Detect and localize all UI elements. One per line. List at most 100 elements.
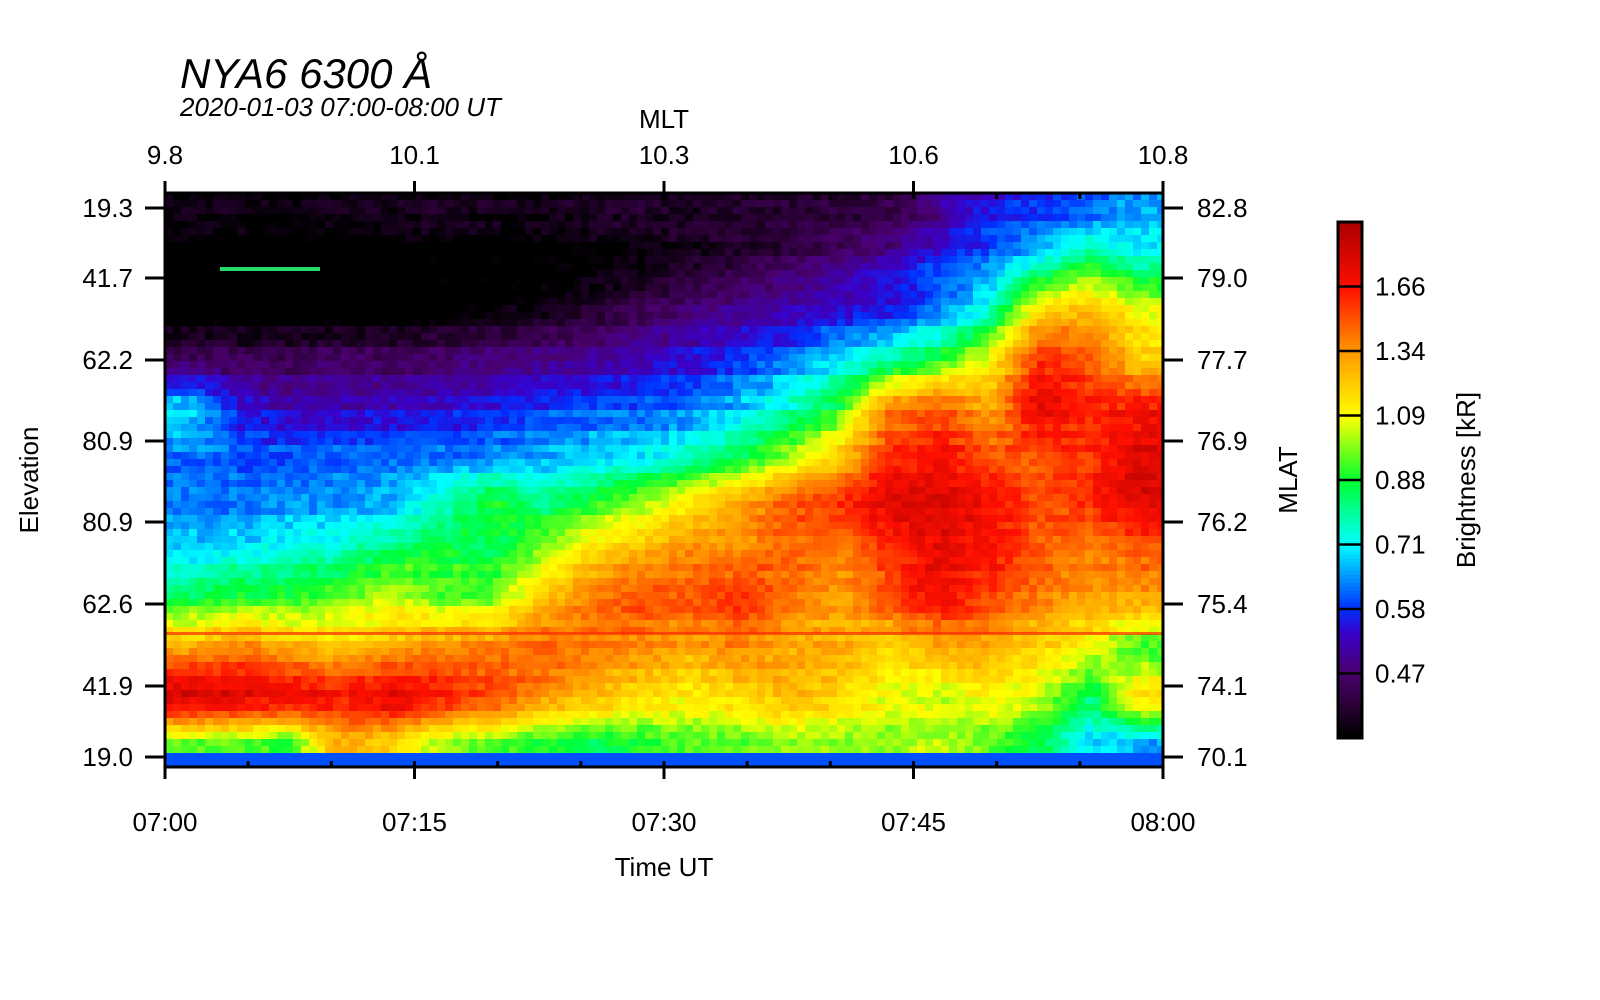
heatmap-cell xyxy=(805,319,814,327)
heatmap-cell xyxy=(821,319,830,327)
heatmap-cell xyxy=(605,214,614,222)
heatmap-cell xyxy=(1029,389,1038,397)
heatmap-cell xyxy=(525,235,534,243)
heatmap-cell xyxy=(453,193,462,201)
heatmap-cell xyxy=(549,235,558,243)
heatmap-cell xyxy=(1093,298,1102,306)
heatmap-cell xyxy=(261,291,270,299)
heatmap-cell xyxy=(573,403,582,411)
heatmap-cell xyxy=(797,340,806,348)
heatmap-cell xyxy=(605,263,614,271)
heatmap-cell xyxy=(565,277,574,285)
heatmap-cell xyxy=(389,333,398,341)
heatmap-cell xyxy=(533,396,542,404)
heatmap-cell xyxy=(205,242,214,250)
heatmap-cell xyxy=(613,438,622,446)
heatmap-cell xyxy=(925,368,934,376)
heatmap-cell xyxy=(541,207,550,215)
heatmap-cell xyxy=(365,452,374,460)
heatmap-cell xyxy=(189,256,198,264)
heatmap-cell xyxy=(645,382,654,390)
heatmap-cell xyxy=(237,466,246,474)
heatmap-cell xyxy=(317,249,326,257)
heatmap-cell xyxy=(925,389,934,397)
heatmap-cell xyxy=(661,347,670,355)
heatmap-cell xyxy=(189,319,198,327)
heatmap-cell xyxy=(1117,242,1126,250)
heatmap-cell xyxy=(581,291,590,299)
heatmap-cell xyxy=(1077,214,1086,222)
heatmap-cell xyxy=(477,228,486,236)
heatmap-cell xyxy=(877,438,886,446)
heatmap-cell xyxy=(1077,256,1086,264)
heatmap-cell xyxy=(181,438,190,446)
heatmap-cell xyxy=(1157,207,1164,215)
heatmap-cell xyxy=(1045,207,1054,215)
heatmap-cell xyxy=(517,466,526,474)
heatmap-cell xyxy=(989,277,998,285)
heatmap-cell xyxy=(549,424,558,432)
heatmap-cell xyxy=(469,375,478,383)
heatmap-cell xyxy=(965,417,974,425)
heatmap-cell xyxy=(1061,452,1070,460)
heatmap-cell xyxy=(229,375,238,383)
heatmap-cell xyxy=(885,361,894,369)
heatmap-cell xyxy=(821,354,830,362)
heatmap-cell xyxy=(773,291,782,299)
heatmap-cell xyxy=(173,235,182,243)
heatmap-cell xyxy=(605,368,614,376)
heatmap-cell xyxy=(1109,333,1118,341)
heatmap-cell xyxy=(613,221,622,229)
heatmap-cell xyxy=(861,214,870,222)
heatmap-cell xyxy=(173,424,182,432)
heatmap-cell xyxy=(885,417,894,425)
heatmap-cell xyxy=(581,228,590,236)
heatmap-cell xyxy=(253,235,262,243)
heatmap-cell xyxy=(525,214,534,222)
heatmap-cell xyxy=(197,263,206,271)
heatmap-cell xyxy=(957,263,966,271)
heatmap-cell xyxy=(717,242,726,250)
heatmap-cell xyxy=(1141,410,1150,418)
heatmap-cell xyxy=(237,375,246,383)
heatmap-cell xyxy=(925,354,934,362)
heatmap-cell xyxy=(317,277,326,285)
heatmap-cell xyxy=(669,424,678,432)
heatmap-cell xyxy=(1141,193,1150,201)
heatmap-cell xyxy=(789,354,798,362)
heatmap-cell xyxy=(573,466,582,474)
heatmap-cell xyxy=(661,375,670,383)
heatmap-cell xyxy=(845,242,854,250)
heatmap-cell xyxy=(445,284,454,292)
heatmap-cell xyxy=(885,214,894,222)
heatmap-cell xyxy=(1005,417,1014,425)
heatmap-cell xyxy=(917,242,926,250)
heatmap-cell xyxy=(1045,242,1054,250)
heatmap-cell xyxy=(325,256,334,264)
heatmap-cell xyxy=(485,235,494,243)
heatmap-cell xyxy=(1085,270,1094,278)
heatmap-cell xyxy=(869,403,878,411)
heatmap-cell xyxy=(717,221,726,229)
heatmap-cell xyxy=(453,403,462,411)
heatmap-cell xyxy=(949,298,958,306)
heatmap-cell xyxy=(533,438,542,446)
heatmap-cell xyxy=(781,256,790,264)
heatmap-cell xyxy=(741,263,750,271)
heatmap-cell xyxy=(277,319,286,327)
heatmap-cell xyxy=(957,361,966,369)
heatmap-cell xyxy=(629,354,638,362)
heatmap-cell xyxy=(621,431,630,439)
heatmap-cell xyxy=(957,431,966,439)
heatmap-cell xyxy=(261,284,270,292)
heatmap-cell xyxy=(269,340,278,348)
heatmap-cell xyxy=(285,326,294,334)
heatmap-cell xyxy=(1061,438,1070,446)
heatmap-cell xyxy=(469,249,478,257)
heatmap-cell xyxy=(213,319,222,327)
heatmap-cell xyxy=(173,242,182,250)
heatmap-cell xyxy=(1093,382,1102,390)
heatmap-cell xyxy=(1109,214,1118,222)
heatmap-cell xyxy=(1005,333,1014,341)
heatmap-cell xyxy=(277,333,286,341)
